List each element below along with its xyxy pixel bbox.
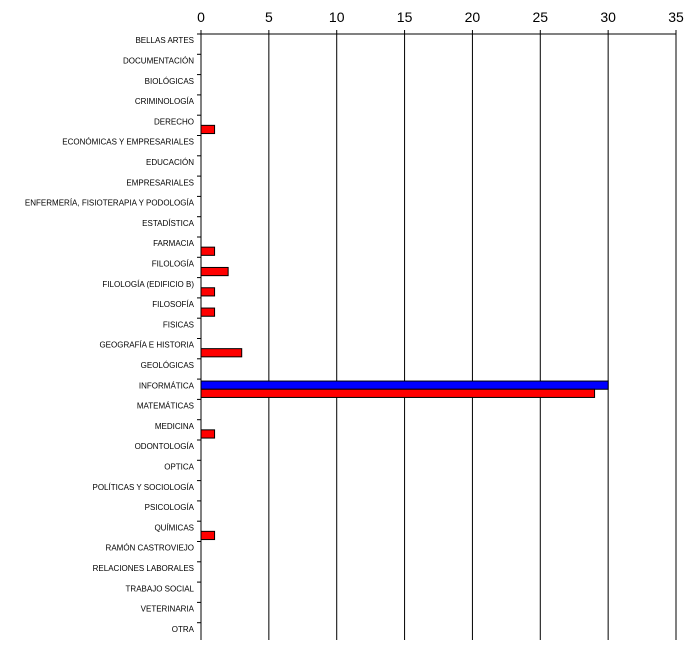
- grid-lines: [268, 34, 677, 640]
- x-tick-label: 35: [668, 9, 684, 25]
- category-label: FILOLOGÍA: [152, 259, 195, 268]
- axes: [197, 30, 677, 640]
- category-label: FILOSOFÍA: [152, 300, 194, 309]
- category-label: RAMÓN CASTROVIEJO: [106, 544, 194, 553]
- x-tick-label: 30: [600, 9, 616, 25]
- bar-series-1: [200, 266, 229, 277]
- category-label: ENFERMERÍA, FISIOTERAPIA Y PODOLOGÍA: [25, 199, 195, 208]
- bar-series-1: [200, 530, 216, 541]
- category-label: ESTADÍSTICA: [142, 219, 195, 228]
- category-label: BELLAS ARTES: [135, 36, 194, 45]
- category-label: FILOLOGÍA (EDIFICIO B): [102, 280, 194, 289]
- bar-series-1: [200, 246, 216, 256]
- bar-series-1: [200, 124, 216, 135]
- bar-series-1: [200, 307, 216, 317]
- category-label: QUÍMICAS: [154, 523, 194, 532]
- category-label: OPTICA: [164, 462, 194, 471]
- category-label: INFORMÁTICA: [139, 381, 195, 390]
- category-label: TRABAJO SOCIAL: [126, 584, 195, 593]
- bar-series-1: [200, 429, 216, 439]
- x-tick-label: 0: [197, 9, 205, 25]
- category-label: VETERINARIA: [141, 605, 195, 614]
- x-tick-label: 10: [329, 9, 345, 25]
- category-label: ODONTOLOGÍA: [135, 442, 195, 451]
- category-label: MEDICINA: [155, 422, 195, 431]
- category-label: EMPRESARIALES: [126, 178, 194, 187]
- x-tick-label: 5: [265, 9, 273, 25]
- labels: 0 5 10 15 20 25 30 35 BELLAS ARTES DOCUMENTACIÓN B…: [25, 9, 684, 634]
- category-label: CRIMINOLOGÍA: [135, 97, 195, 106]
- category-label: MATEMÁTICAS: [137, 402, 194, 411]
- category-label: GEOGRAFÍA E HISTORIA: [99, 341, 194, 350]
- category-label: FISICAS: [163, 320, 194, 329]
- category-label: POLÍTICAS Y SOCIOLOGÍA: [92, 483, 194, 492]
- x-tick-label: 25: [532, 9, 548, 25]
- category-label: GEOLÓGICAS: [141, 361, 194, 370]
- bar-series-1: [200, 287, 216, 297]
- category-label: EDUCACIÓN: [146, 158, 194, 167]
- category-label: ECONÓMICAS Y EMPRESARIALES: [62, 138, 194, 147]
- x-tick-label: 15: [397, 9, 413, 25]
- bar-series-1: [200, 388, 596, 398]
- category-label: BIOLÓGICAS: [145, 77, 194, 86]
- category-label: RELACIONES LABORALES: [93, 564, 194, 573]
- category-label: PSICOLOGÍA: [145, 503, 195, 512]
- category-label: OTRA: [172, 625, 195, 634]
- category-label: FARMACIA: [153, 239, 195, 248]
- category-label: DERECHO: [154, 117, 194, 126]
- bar-series-0: [200, 380, 609, 390]
- x-tick-label: 20: [465, 9, 481, 25]
- category-label: DOCUMENTACIÓN: [123, 56, 194, 65]
- bar-series-1: [200, 348, 243, 358]
